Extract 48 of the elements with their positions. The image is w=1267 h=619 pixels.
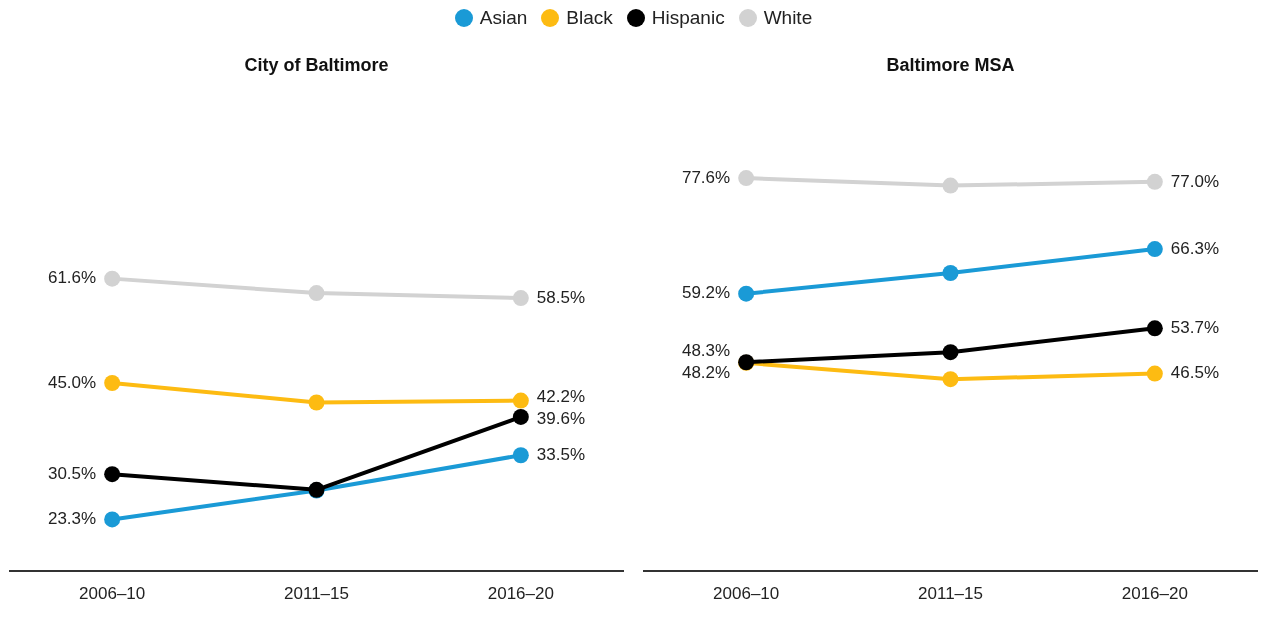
data-label: 59.2%	[681, 283, 731, 303]
data-label: 23.3%	[47, 509, 97, 529]
point	[942, 371, 959, 388]
point	[738, 170, 755, 187]
data-label: 48.2%	[681, 363, 731, 383]
legend-label: Asian	[479, 6, 528, 29]
point	[512, 447, 529, 464]
point	[104, 270, 121, 287]
data-label: 66.3%	[1170, 238, 1220, 258]
data-label: 39.6%	[536, 409, 586, 429]
legend-label: Hispanic	[651, 6, 725, 29]
x-tick-label: 2011–15	[284, 584, 349, 604]
x-tick-label: 2011–15	[918, 584, 983, 604]
point	[942, 344, 959, 361]
point	[738, 285, 755, 302]
point	[1146, 320, 1163, 337]
chart-title: City of Baltimore	[244, 54, 389, 75]
point	[942, 264, 959, 281]
legend-label: Black	[566, 6, 613, 29]
data-label: 58.5%	[536, 287, 586, 307]
chart-title: Baltimore MSA	[886, 54, 1015, 75]
point	[104, 374, 121, 391]
data-label: 33.5%	[536, 444, 586, 464]
point	[512, 392, 529, 409]
data-label: 61.6%	[47, 268, 97, 288]
data-label: 48.3%	[681, 341, 731, 361]
data-label: 53.7%	[1170, 317, 1220, 337]
point	[1146, 173, 1163, 190]
x-tick-label: 2016–20	[487, 584, 554, 604]
point	[1146, 241, 1163, 258]
data-label: 42.2%	[536, 387, 586, 407]
x-tick-label: 2006–10	[79, 584, 146, 604]
point	[104, 511, 121, 528]
data-label: 46.5%	[1170, 363, 1220, 383]
data-label: 77.6%	[681, 167, 731, 187]
legend-label: White	[763, 6, 813, 29]
point	[308, 285, 325, 302]
x-tick-label: 2016–20	[1121, 584, 1188, 604]
point	[1146, 365, 1163, 382]
point	[512, 408, 529, 425]
point	[512, 290, 529, 307]
data-label: 45.0%	[47, 372, 97, 392]
data-label: 30.5%	[47, 463, 97, 483]
point	[104, 466, 121, 483]
point	[942, 177, 959, 194]
x-tick-label: 2006–10	[713, 584, 780, 604]
data-label: 77.0%	[1170, 171, 1220, 191]
point	[308, 394, 325, 411]
